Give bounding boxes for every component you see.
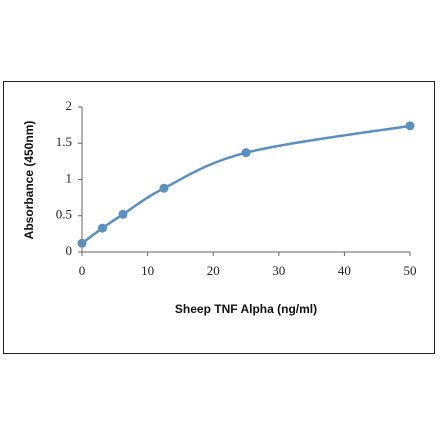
data-point xyxy=(159,183,169,193)
y-tick-label: 2 xyxy=(66,98,73,113)
y-tick-label: 1 xyxy=(66,170,73,185)
chart-frame xyxy=(3,81,435,354)
data-line xyxy=(81,124,411,245)
data-point xyxy=(77,238,87,248)
x-axis-title: Sheep TNF Alpha (ng/ml) xyxy=(175,302,317,316)
x-tick-label: 0 xyxy=(79,263,86,278)
x-tick-label: 20 xyxy=(207,263,220,278)
x-tick-label: 30 xyxy=(272,263,285,278)
y-axis-title: Absorbance (450nm) xyxy=(22,121,36,240)
x-tick-label: 40 xyxy=(338,263,351,278)
x-tick-label: 50 xyxy=(404,263,417,278)
data-point xyxy=(241,148,251,158)
data-point xyxy=(98,223,107,233)
y-tick-label: 1.5 xyxy=(56,134,72,149)
y-tick-label: 0.5 xyxy=(56,207,72,222)
data-point xyxy=(118,209,128,219)
data-point xyxy=(405,121,415,131)
x-tick-label: 10 xyxy=(141,263,154,278)
y-tick-label: 0 xyxy=(66,243,73,258)
